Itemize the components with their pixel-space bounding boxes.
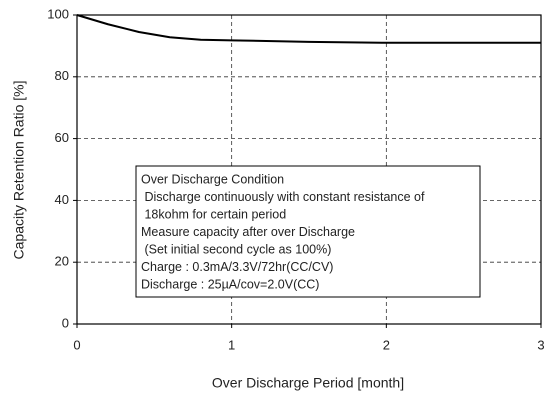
data-line xyxy=(76,14,541,44)
y-tick-label: 60 xyxy=(55,130,69,145)
y-tick-label: 100 xyxy=(47,6,69,21)
annotation-text: Discharge continuously with constant res… xyxy=(141,190,425,204)
annotation-text: Discharge : 25µA/cov=2.0V(CC) xyxy=(141,277,319,291)
y-tick-label: 80 xyxy=(55,68,69,83)
y-tick-label: 40 xyxy=(55,192,69,207)
x-axis-label: Over Discharge Period [month] xyxy=(212,375,404,391)
plot-frame xyxy=(76,14,542,325)
annotation-box xyxy=(135,165,481,298)
x-tick-label: 0 xyxy=(73,337,80,352)
annotation-text: 18kohm for certain period xyxy=(141,207,286,221)
y-tick-label: 20 xyxy=(55,254,69,269)
x-tick-label: 2 xyxy=(383,337,390,352)
y-axis-label: Capacity Retention Ratio [%] xyxy=(11,81,27,260)
annotation-text: Measure capacity after over Discharge xyxy=(141,225,355,239)
y-tick-label: 0 xyxy=(62,315,69,330)
annotation-text: Over Discharge Condition xyxy=(141,172,284,186)
x-tick-label: 1 xyxy=(228,337,235,352)
x-tick-label: 3 xyxy=(537,337,544,352)
annotation-text: Charge : 0.3mA/3.3V/72hr(CC/CV) xyxy=(141,260,333,274)
annotation-text: (Set initial second cycle as 100%) xyxy=(141,242,331,256)
